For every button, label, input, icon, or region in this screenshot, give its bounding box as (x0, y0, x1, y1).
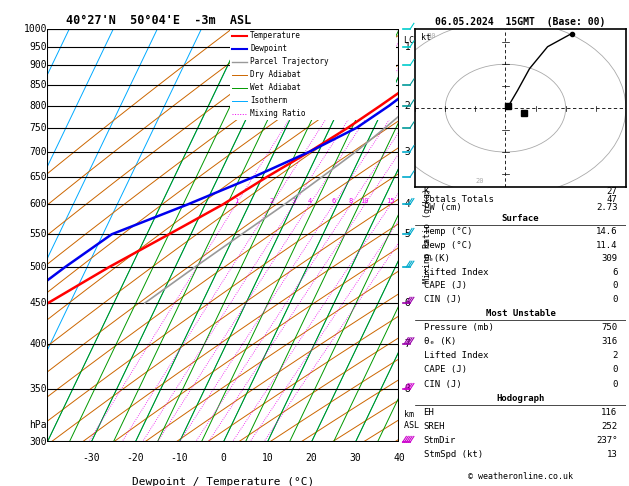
Text: CIN (J): CIN (J) (423, 380, 461, 389)
Text: 6: 6 (331, 198, 336, 205)
Text: 1: 1 (399, 42, 411, 52)
Text: 6: 6 (612, 268, 618, 277)
Text: 0: 0 (612, 281, 618, 290)
Text: 40: 40 (394, 452, 405, 463)
Text: 8: 8 (349, 198, 353, 205)
Text: 850: 850 (30, 80, 47, 90)
Text: Surface: Surface (502, 214, 539, 223)
Text: 13: 13 (607, 450, 618, 459)
Text: Temp (°C): Temp (°C) (423, 227, 472, 236)
Text: PW (cm): PW (cm) (423, 203, 461, 212)
Text: 20: 20 (476, 178, 484, 184)
Text: Totals Totals: Totals Totals (423, 195, 493, 204)
Text: kt: kt (421, 33, 431, 42)
Text: 900: 900 (30, 60, 47, 70)
Text: 11.4: 11.4 (596, 241, 618, 250)
Text: 600: 600 (30, 199, 47, 209)
Text: 0: 0 (612, 365, 618, 375)
Text: CIN (J): CIN (J) (423, 295, 461, 304)
Text: -30: -30 (82, 452, 100, 463)
Text: 252: 252 (601, 422, 618, 431)
Text: 4: 4 (399, 199, 411, 209)
Text: StmDir: StmDir (423, 436, 456, 445)
Text: 1000: 1000 (24, 24, 47, 34)
Text: Lifted Index: Lifted Index (423, 268, 488, 277)
Text: 650: 650 (30, 172, 47, 182)
Text: km
 ASL: km ASL (399, 411, 420, 430)
Text: 40°27'N  50°04'E  -3m  ASL: 40°27'N 50°04'E -3m ASL (66, 14, 252, 27)
Text: 5: 5 (399, 229, 411, 239)
Text: 450: 450 (30, 298, 47, 308)
Text: Pressure (mb): Pressure (mb) (423, 323, 493, 332)
Text: 350: 350 (30, 384, 47, 394)
Text: θₑ(K): θₑ(K) (423, 254, 450, 263)
Text: Dewp (°C): Dewp (°C) (423, 241, 472, 250)
Text: Lifted Index: Lifted Index (423, 351, 488, 360)
Text: 2: 2 (269, 198, 274, 205)
Text: Dewpoint / Temperature (°C): Dewpoint / Temperature (°C) (132, 477, 314, 486)
Text: 47: 47 (607, 195, 618, 204)
Text: hPa: hPa (30, 420, 47, 430)
Text: 800: 800 (30, 101, 47, 111)
Text: 3: 3 (291, 198, 296, 205)
Text: 0: 0 (612, 380, 618, 389)
Text: 750: 750 (30, 123, 47, 133)
Text: 237°: 237° (596, 436, 618, 445)
Text: 10: 10 (360, 198, 369, 205)
Text: 950: 950 (30, 42, 47, 52)
Text: SREH: SREH (423, 422, 445, 431)
Text: 750: 750 (601, 323, 618, 332)
Text: 309: 309 (601, 254, 618, 263)
Text: 8: 8 (399, 384, 411, 394)
Text: Mixing Ratio (g/kg): Mixing Ratio (g/kg) (423, 188, 432, 283)
Text: LCL: LCL (399, 36, 420, 45)
Text: 3: 3 (399, 147, 411, 156)
Text: 0: 0 (612, 295, 618, 304)
Text: 10: 10 (262, 452, 273, 463)
Text: 7: 7 (399, 339, 411, 348)
Text: 14.6: 14.6 (596, 227, 618, 236)
Text: 30: 30 (350, 452, 361, 463)
Text: 1: 1 (234, 198, 238, 205)
Text: 27: 27 (607, 187, 618, 196)
Text: 116: 116 (601, 408, 618, 417)
Text: K: K (423, 187, 429, 196)
Text: Most Unstable: Most Unstable (486, 309, 555, 318)
Text: 06.05.2024  15GMT  (Base: 00): 06.05.2024 15GMT (Base: 00) (435, 17, 606, 27)
Text: EH: EH (423, 408, 434, 417)
Text: StmSpd (kt): StmSpd (kt) (423, 450, 482, 459)
Text: CAPE (J): CAPE (J) (423, 281, 467, 290)
Text: θₑ (K): θₑ (K) (423, 337, 456, 346)
Text: 400: 400 (30, 339, 47, 348)
Text: 550: 550 (30, 229, 47, 239)
Text: 20: 20 (306, 452, 317, 463)
Text: 15: 15 (386, 198, 395, 205)
Text: 2: 2 (399, 101, 411, 111)
Text: -10: -10 (170, 452, 188, 463)
Text: Hodograph: Hodograph (496, 394, 545, 403)
Text: 500: 500 (30, 262, 47, 272)
Text: 700: 700 (30, 147, 47, 156)
Text: 316: 316 (601, 337, 618, 346)
Text: -20: -20 (126, 452, 144, 463)
Text: 6: 6 (399, 298, 411, 308)
Text: 300: 300 (30, 437, 47, 447)
Text: 0: 0 (220, 452, 226, 463)
Text: CAPE (J): CAPE (J) (423, 365, 467, 375)
Text: 2.73: 2.73 (596, 203, 618, 212)
Text: 4: 4 (308, 198, 312, 205)
Text: 10: 10 (427, 33, 436, 39)
Text: © weatheronline.co.uk: © weatheronline.co.uk (468, 472, 573, 481)
Text: 2: 2 (612, 351, 618, 360)
